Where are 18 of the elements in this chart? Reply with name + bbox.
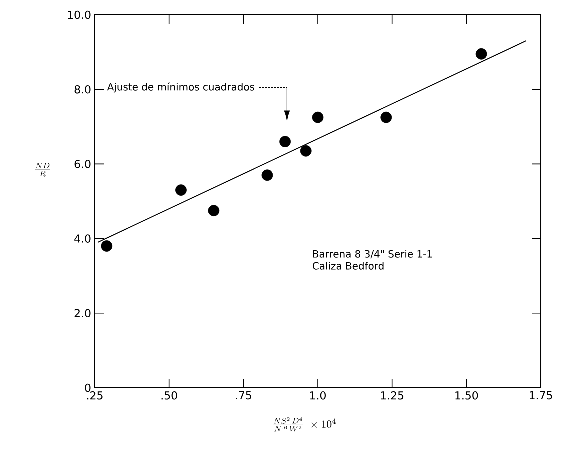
x-tick-label: 1.75: [530, 392, 552, 400]
annotation: Caliza Bedford: [312, 262, 384, 270]
x-tick-label: 1.50: [456, 392, 478, 400]
x-tick-label: 1.25: [381, 392, 404, 400]
y-axis-title: $\frac{ND}{R}$: [35, 163, 50, 177]
y-tick-label: 0: [85, 384, 91, 392]
y-tick-label: 4.0: [74, 234, 91, 243]
x-tick-label: .25: [87, 392, 103, 400]
x-axis-title: $\frac{NS^{2}\,D^{4}}{N^{.6}\,W^{2}}\ \times 10^{4}$: [274, 417, 336, 432]
y-tick-label: 8.0: [74, 85, 91, 94]
x-tick-label: .75: [236, 392, 252, 400]
y-tick-label: 10.0: [68, 10, 91, 20]
annotation: Barrena 8 3/4" Serie 1-1: [313, 250, 432, 259]
annotation: Ajuste de mínimos cuadrados: [107, 82, 255, 93]
x-tick-label: .50: [162, 392, 178, 400]
x-tick-label: 1.0: [310, 392, 326, 400]
y-tick-label: 6.0: [74, 160, 91, 168]
y-tick-label: 2.0: [74, 309, 91, 318]
